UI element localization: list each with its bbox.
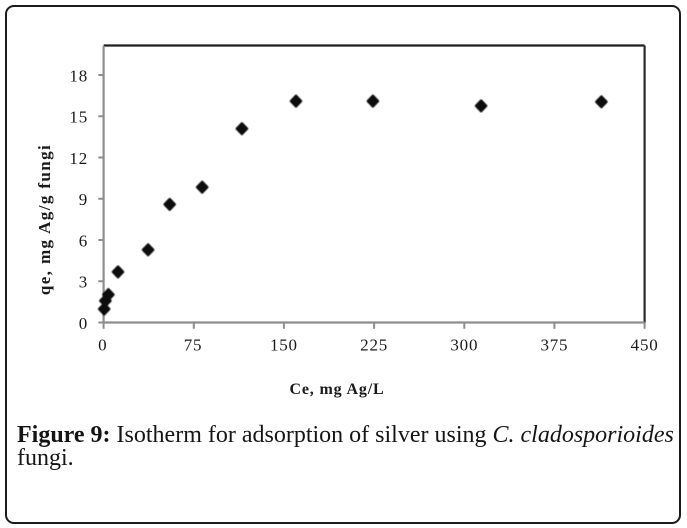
svg-text:450: 450 — [631, 336, 659, 355]
svg-text:375: 375 — [540, 336, 568, 355]
svg-text:9: 9 — [79, 190, 88, 209]
svg-text:300: 300 — [450, 336, 478, 355]
svg-text:225: 225 — [360, 336, 388, 355]
svg-text:150: 150 — [270, 336, 298, 355]
svg-text:0: 0 — [79, 314, 88, 333]
svg-text:75: 75 — [184, 336, 203, 355]
svg-text:18: 18 — [69, 66, 88, 85]
svg-text:12: 12 — [69, 149, 88, 168]
svg-text:3: 3 — [79, 273, 88, 292]
svg-text:15: 15 — [69, 108, 88, 127]
svg-text:Ce, mg Ag/L: Ce, mg Ag/L — [289, 381, 384, 398]
svg-text:0: 0 — [98, 336, 107, 355]
svg-text:qe, mg Ag/g fungi: qe, mg Ag/g fungi — [35, 144, 54, 295]
svg-text:6: 6 — [79, 231, 88, 250]
